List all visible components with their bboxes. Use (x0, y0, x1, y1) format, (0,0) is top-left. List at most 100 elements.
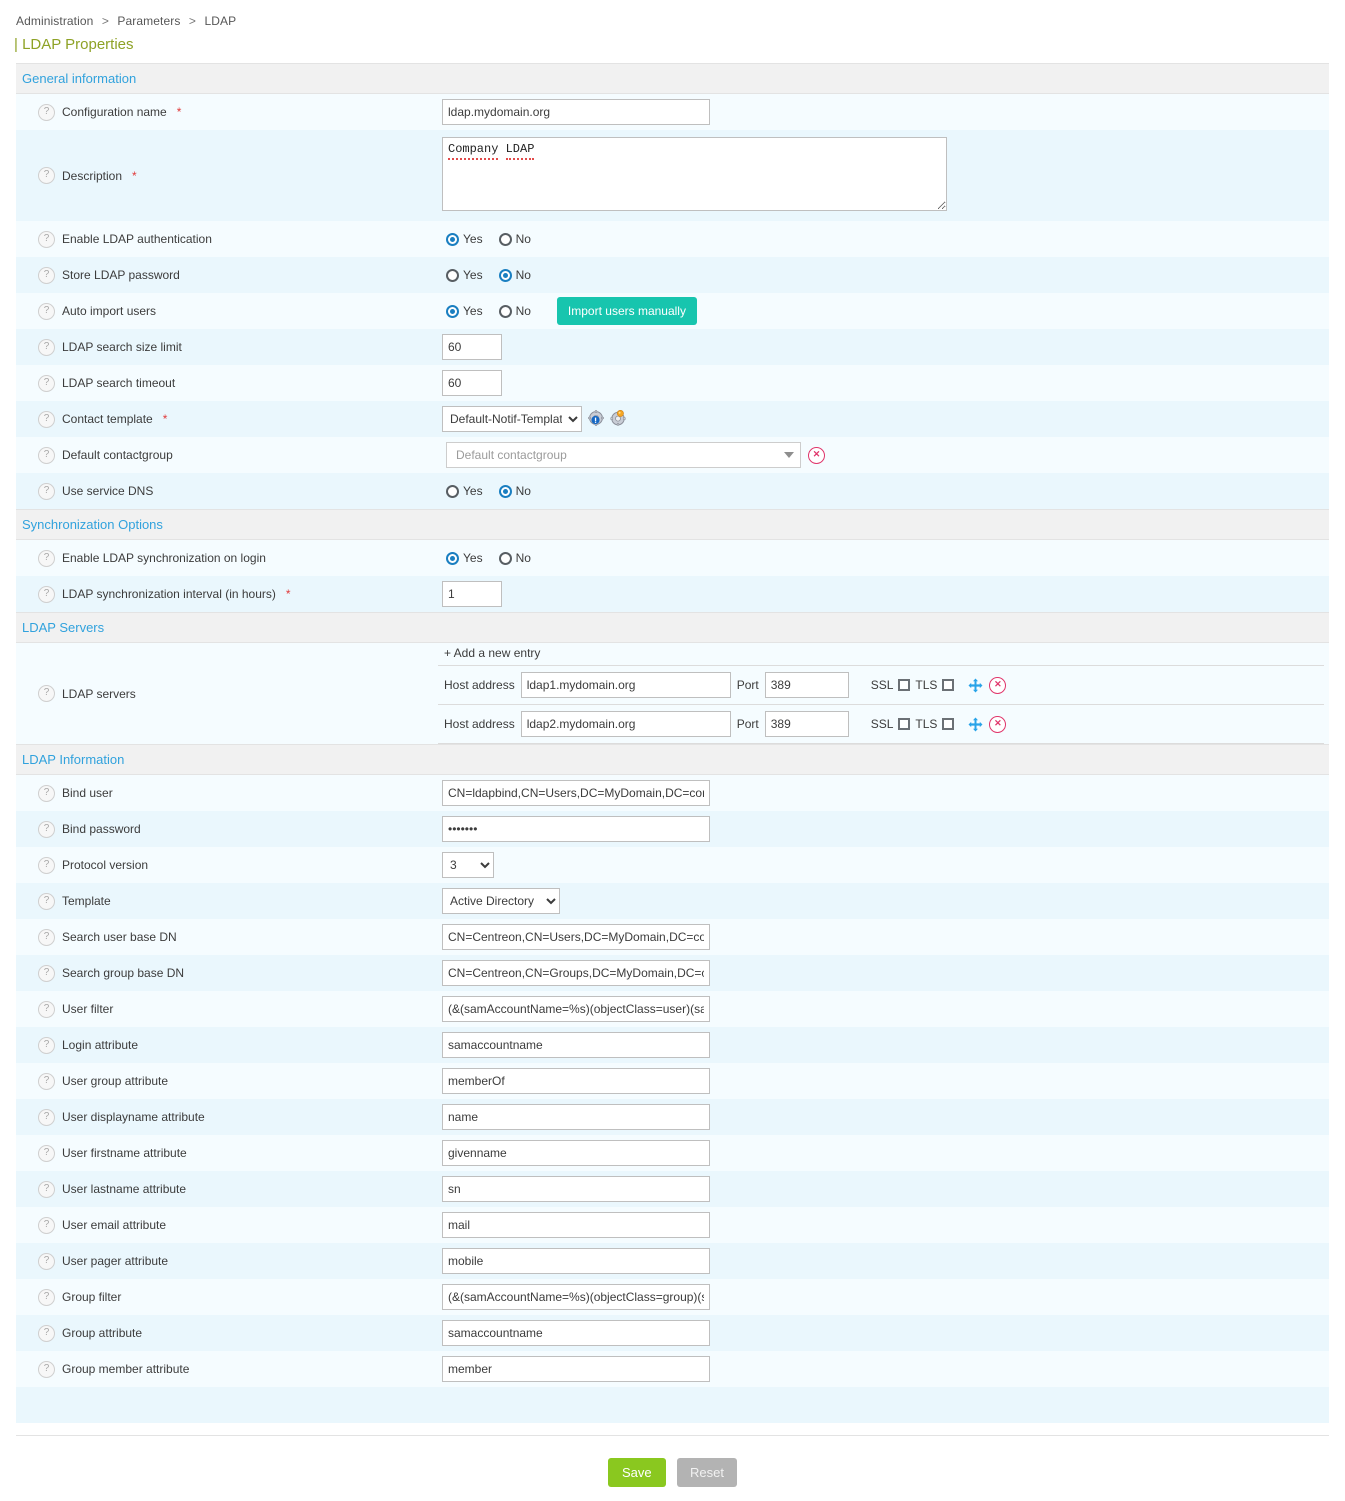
ldap-search-timeout-input[interactable] (442, 370, 502, 396)
radio-marker (446, 551, 459, 565)
enable-sync-login-no-radio[interactable]: No (498, 551, 531, 565)
user-email-attribute-input[interactable] (442, 1212, 710, 1238)
use-service-dns-no-radio[interactable]: No (498, 484, 531, 498)
store-password-yes-radio[interactable]: Yes (446, 268, 483, 282)
enable-auth-yes-radio[interactable]: Yes (446, 232, 483, 246)
default-contactgroup-select[interactable]: Default contactgroup (446, 442, 801, 468)
help-icon[interactable]: ? (38, 1360, 55, 1378)
auto-import-no-radio[interactable]: No (498, 304, 531, 318)
breadcrumb-item-ldap[interactable]: LDAP (204, 14, 237, 28)
help-icon[interactable]: ? (38, 1000, 55, 1018)
enable-auth-no-radio[interactable]: No (498, 232, 531, 246)
help-icon[interactable]: ? (38, 784, 55, 802)
store-password-no-radio[interactable]: No (498, 268, 531, 282)
host-address-input[interactable] (520, 672, 731, 698)
ldap-search-size-limit-input[interactable] (442, 334, 502, 360)
ssl-checkbox[interactable] (898, 718, 911, 730)
port-input[interactable] (764, 672, 849, 698)
template-select[interactable]: Active Directory (442, 888, 560, 914)
help-icon[interactable]: ? (38, 549, 55, 567)
auto-import-yes-radio[interactable]: Yes (446, 304, 483, 318)
chevron-down-icon (784, 452, 794, 458)
add-new-entry-link[interactable]: + Add a new entry (438, 643, 1324, 666)
help-icon[interactable]: ? (38, 1036, 55, 1054)
help-icon[interactable]: ? (38, 1180, 55, 1198)
help-icon[interactable]: ? (38, 1324, 55, 1342)
save-button[interactable]: Save (608, 1458, 666, 1487)
help-icon[interactable]: ? (38, 820, 55, 838)
bind-password-input[interactable] (442, 816, 710, 842)
help-icon[interactable]: ? (38, 856, 55, 874)
help-icon[interactable]: ? (38, 482, 55, 500)
field-label: Configuration name (62, 105, 167, 119)
radio-label: No (515, 232, 531, 246)
ssl-checkbox[interactable] (898, 679, 911, 691)
field-label: Store LDAP password (62, 268, 180, 282)
help-icon[interactable]: ? (38, 685, 55, 702)
help-icon[interactable]: ? (38, 338, 55, 356)
radio-marker (446, 304, 459, 318)
help-icon[interactable]: ? (38, 266, 55, 284)
tls-checkbox[interactable] (942, 679, 955, 691)
help-icon[interactable]: ? (38, 230, 55, 248)
user-lastname-attribute-input[interactable] (442, 1176, 710, 1202)
group-member-attribute-input[interactable] (442, 1356, 710, 1382)
user-displayname-attribute-input[interactable] (442, 1104, 710, 1130)
host-address-label: Host address (444, 717, 515, 731)
user-firstname-attribute-input[interactable] (442, 1140, 710, 1166)
tls-label: TLS (915, 678, 938, 692)
help-icon[interactable]: ? (38, 928, 55, 946)
bind-user-input[interactable] (442, 780, 710, 806)
tls-checkbox[interactable] (942, 718, 955, 730)
protocol-version-select[interactable]: 3 (442, 852, 494, 878)
import-users-manually-button[interactable]: Import users manually (556, 297, 697, 325)
gear-settings-icon[interactable] (610, 409, 626, 429)
help-icon[interactable]: ? (38, 1252, 55, 1270)
delete-circle-icon[interactable]: ✕ (989, 676, 1007, 694)
help-icon[interactable]: ? (38, 410, 55, 428)
section-ldap-information: LDAP Information (16, 744, 1329, 775)
group-filter-input[interactable] (442, 1284, 710, 1310)
help-icon[interactable]: ? (38, 446, 55, 464)
description-textarea[interactable]: Company LDAP (442, 137, 947, 211)
help-icon[interactable]: ? (38, 1216, 55, 1234)
login-attribute-input[interactable] (442, 1032, 710, 1058)
enable-sync-login-yes-radio[interactable]: Yes (446, 551, 483, 565)
delete-circle-icon[interactable]: ✕ (989, 715, 1007, 733)
help-icon[interactable]: ? (38, 103, 55, 121)
help-icon[interactable]: ? (38, 892, 55, 910)
user-filter-input[interactable] (442, 996, 710, 1022)
port-input[interactable] (764, 711, 849, 737)
user-group-attribute-input[interactable] (442, 1068, 710, 1094)
help-icon[interactable]: ? (38, 1288, 55, 1306)
reset-button[interactable]: Reset (677, 1458, 737, 1487)
help-icon[interactable]: ? (38, 1144, 55, 1162)
help-icon[interactable]: ? (38, 1108, 55, 1126)
help-icon[interactable]: ? (38, 167, 55, 184)
host-address-input[interactable] (520, 711, 731, 737)
default-contactgroup-placeholder: Default contactgroup (456, 448, 567, 462)
gear-info-icon[interactable] (588, 409, 604, 429)
contact-template-select[interactable]: Default-Notif-Template (442, 406, 582, 432)
row-bind-password: ? Bind password (16, 811, 1329, 847)
help-icon[interactable]: ? (38, 374, 55, 392)
configuration-name-input[interactable] (442, 99, 710, 125)
breadcrumb-item-parameters[interactable]: Parameters (117, 14, 181, 28)
search-user-base-dn-input[interactable] (442, 924, 710, 950)
help-icon[interactable]: ? (38, 964, 55, 982)
search-group-base-dn-input[interactable] (442, 960, 710, 986)
delete-circle-icon[interactable]: ✕ (808, 446, 825, 464)
breadcrumb-item-administration[interactable]: Administration (16, 14, 94, 28)
section-ldap-servers: LDAP Servers (16, 612, 1329, 643)
move-handle-icon[interactable] (968, 717, 983, 732)
move-handle-icon[interactable] (968, 678, 983, 693)
user-pager-attribute-input[interactable] (442, 1248, 710, 1274)
use-service-dns-yes-radio[interactable]: Yes (446, 484, 483, 498)
ldap-sync-interval-input[interactable] (442, 581, 502, 607)
help-icon[interactable]: ? (38, 1072, 55, 1090)
help-icon[interactable]: ? (38, 302, 55, 320)
field-label: Bind user (62, 786, 113, 800)
group-attribute-input[interactable] (442, 1320, 710, 1346)
help-icon[interactable]: ? (38, 585, 55, 603)
